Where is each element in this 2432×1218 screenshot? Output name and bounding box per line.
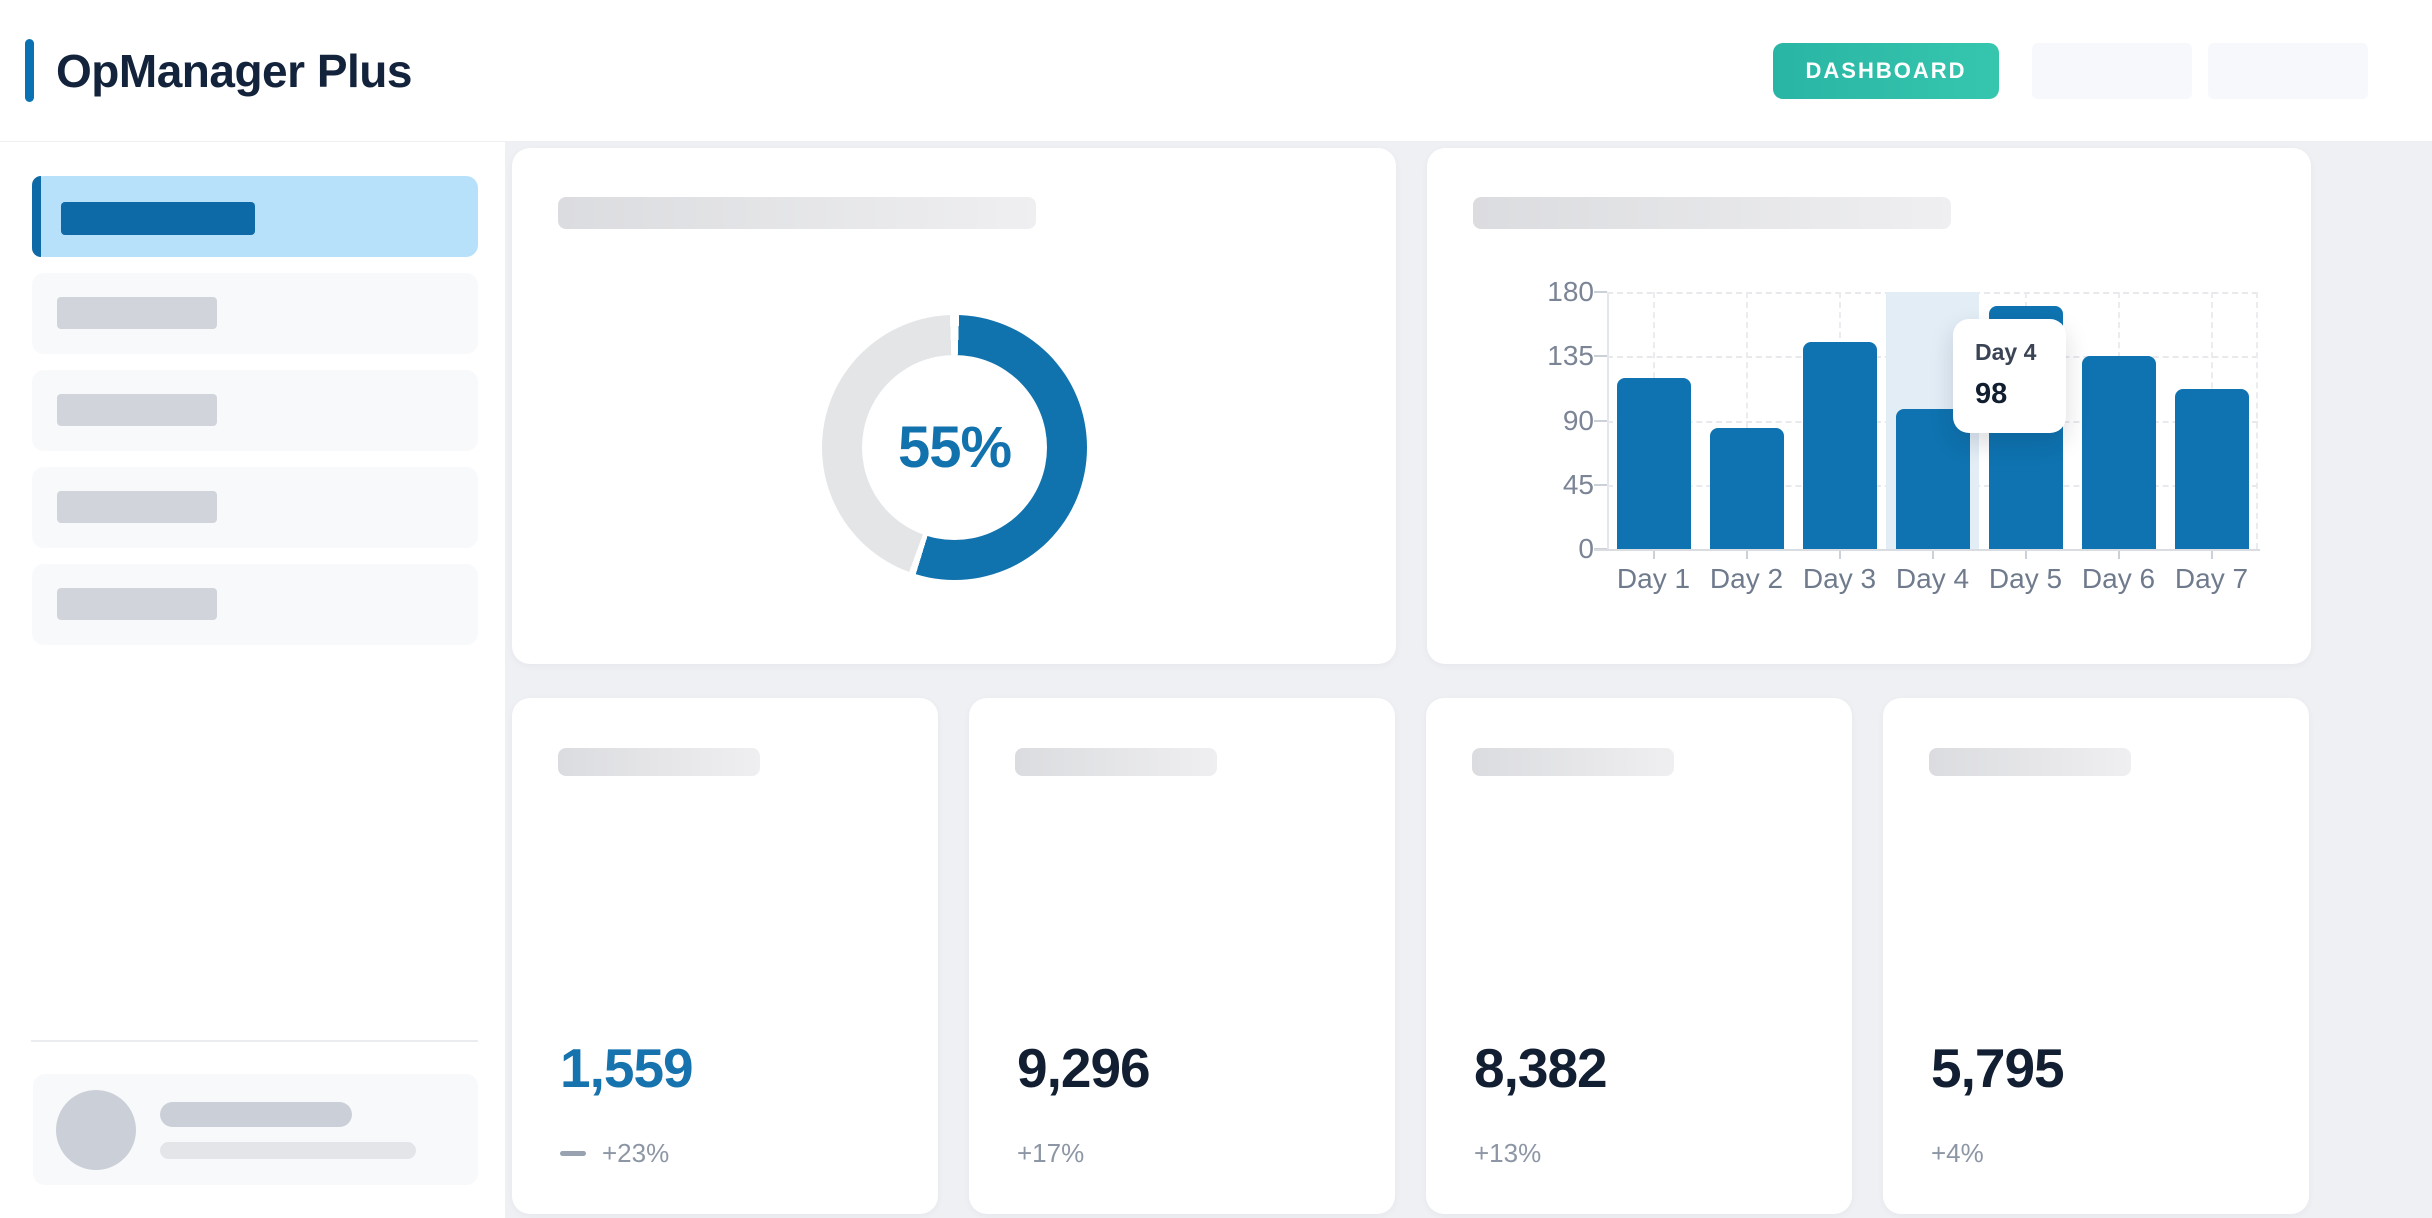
x-axis-tick [2210,551,2213,559]
tooltip-value: 98 [1975,378,2008,410]
x-axis-tick [1838,551,1841,559]
x-axis-tick [1931,551,1934,559]
sidebar-item-3[interactable] [32,370,478,451]
stat-value: 8,382 [1474,1037,1608,1099]
bar-plot: 0 45 90 135 180 Day 1 Day 2 Day 3 Day 4 Day 5 Day … [1547,277,2260,594]
donut-chart: 55% [822,315,1087,580]
stat-change-text: +23% [602,1138,670,1168]
bar-day-7[interactable] [2174,389,2249,549]
item-label-skeleton [57,394,217,426]
bar-day-6[interactable] [2081,356,2156,549]
card-title-skeleton [558,748,760,776]
stat-change: +23% [560,1138,669,1169]
stat-change: +13% [1474,1138,1541,1169]
stat-value: 1,559 [560,1037,694,1099]
active-item-edge-bar [32,176,41,257]
donut-chart-card: 55% [512,148,1396,664]
stat-card-4: 5,795 +4% [1883,698,2309,1214]
plot-right-edge [2256,292,2258,549]
sidebar-item-2[interactable] [32,273,478,354]
sidebar-item-5[interactable] [32,564,478,645]
sidebar-divider [31,1040,478,1042]
stat-value: 9,296 [1017,1037,1151,1099]
x-axis-line [1594,549,2260,551]
x-axis-label: Day 4 [1895,563,1970,594]
stat-card-3: 8,382 +13% [1426,698,1852,1214]
y-axis-label: 45 [1562,468,1594,500]
avatar [56,1090,136,1170]
bar-day-3[interactable] [1802,341,1877,549]
x-axis-label: Day 5 [1988,563,2063,594]
chart-tooltip: Day 4 98 [1953,319,2066,433]
bar-day-1[interactable] [1616,377,1691,549]
card-title-skeleton [1473,197,1951,229]
donut-hole [862,355,1047,540]
x-axis-label: Day 1 [1616,563,1691,594]
trend-dash-icon [560,1151,586,1156]
sidebar-item-4[interactable] [32,467,478,548]
item-label-skeleton [57,588,217,620]
stat-change: +4% [1931,1138,1984,1169]
item-label-skeleton [57,297,217,329]
x-axis-label: Day 3 [1802,563,1877,594]
y-axis-label: 0 [1578,533,1594,564]
header-placeholder-button-1[interactable] [2032,43,2192,99]
y-axis-tick [1594,355,1607,358]
app-title: OpManager Plus [56,45,412,97]
stat-change: +17% [1017,1138,1084,1169]
bar-day-4[interactable] [1895,409,1970,549]
x-axis-tick [1745,551,1748,559]
user-name-skeleton [160,1102,352,1127]
donut-percentage-label: 55% [897,415,1012,480]
tooltip-title: Day 4 [1975,339,2037,365]
sidebar-item-active[interactable] [32,176,478,257]
header: OpManager Plus DASHBOARD [0,0,2432,142]
x-axis-tick [1652,551,1655,559]
x-axis-label: Day 7 [2174,563,2249,594]
x-axis-label: Day 6 [2081,563,2156,594]
stat-change-text: +13% [1474,1138,1542,1168]
bar-day-2[interactable] [1709,427,1784,549]
y-axis-tick [1594,291,1607,293]
y-axis-label: 135 [1547,340,1594,372]
stat-value: 5,795 [1931,1037,2065,1099]
x-gridline [1745,292,1748,549]
bar-chart-card: 0 45 90 135 180 Day 1 Day 2 Day 3 Day 4 Day 5 Day … [1427,148,2311,664]
y-axis-tick [1594,419,1607,422]
item-label-skeleton [57,491,217,523]
y-axis-tick [1594,483,1607,486]
header-placeholder-button-2[interactable] [2208,43,2368,99]
brand-accent-bar [25,39,34,102]
user-subtitle-skeleton [160,1142,416,1159]
card-title-skeleton [1472,748,1674,776]
x-axis-label: Day 2 [1709,563,1784,594]
y-axis-label: 90 [1562,404,1594,436]
x-axis-tick [2024,551,2027,559]
user-profile-card[interactable] [33,1074,478,1185]
card-title-skeleton [1929,748,2131,776]
stat-card-2: 9,296 +17% [969,698,1395,1214]
x-axis-tick [2117,551,2120,559]
y-axis-label: 180 [1547,276,1594,307]
sidebar [0,142,505,1218]
card-title-skeleton [558,197,1036,229]
stat-change-text: +4% [1931,1138,1984,1168]
stat-change-text: +17% [1017,1138,1085,1168]
dashboard-button[interactable]: DASHBOARD [1773,43,1999,99]
card-title-skeleton [1015,748,1217,776]
active-item-label-skeleton [61,202,255,235]
stat-card-1: 1,559 +23% [512,698,938,1214]
